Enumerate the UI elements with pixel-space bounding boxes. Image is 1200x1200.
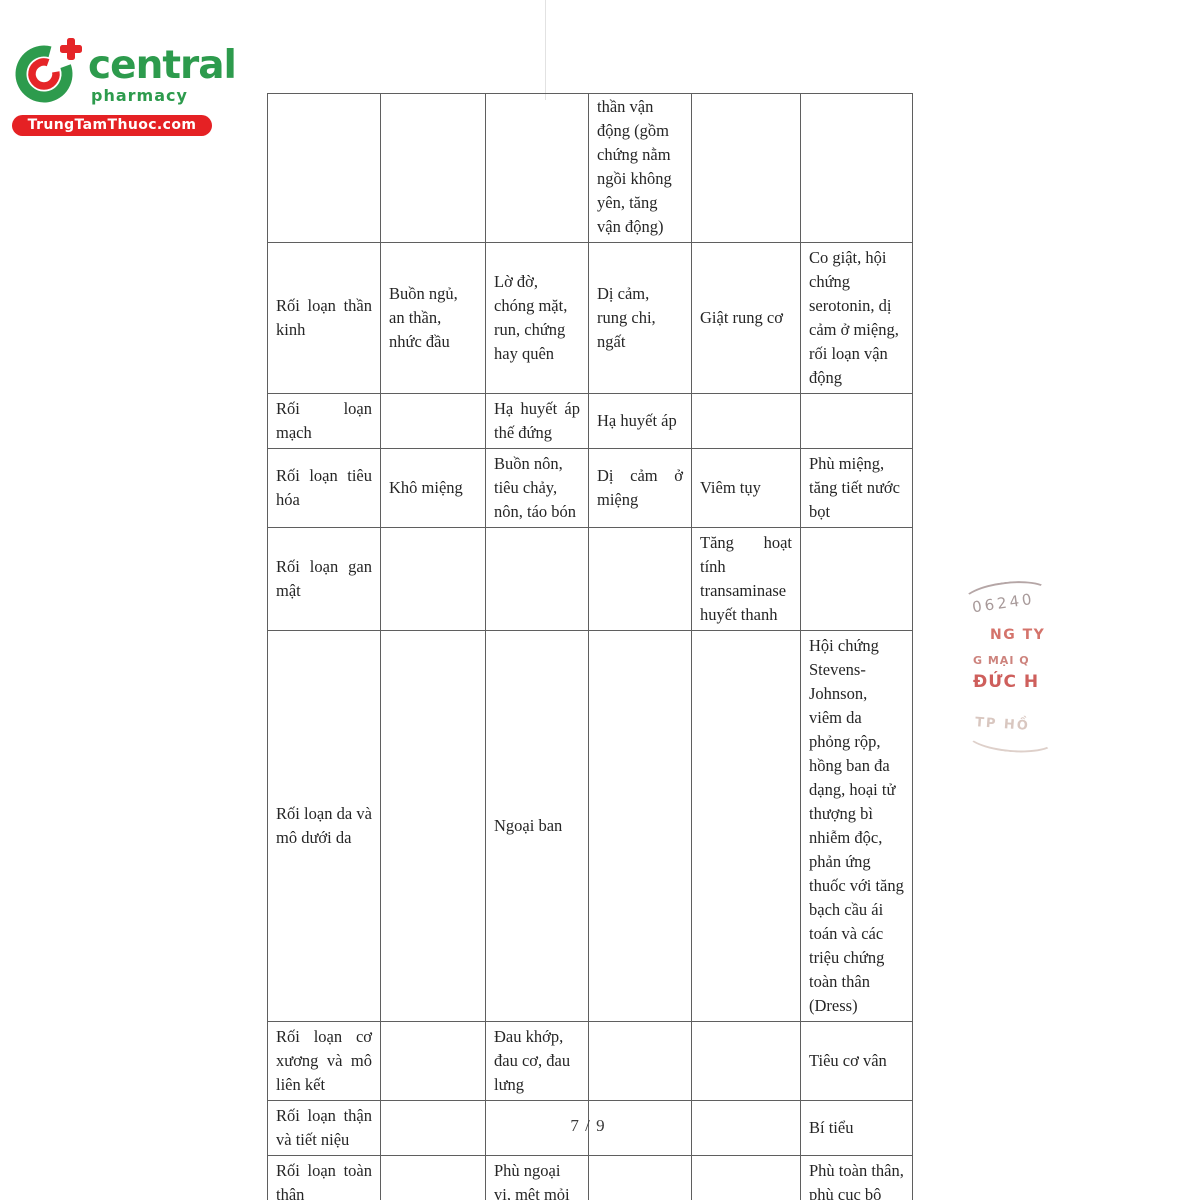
table-cell [485, 1100, 589, 1156]
adverse-reactions-table: thần vận động (gồm chứng nằm ngồi không … [267, 93, 913, 1200]
table-cell: Bí tiểu [800, 1100, 913, 1156]
table-cell: Dị cảm ở miệng [588, 448, 692, 528]
logo-domain-badge: TrungTamThuoc.com [12, 115, 212, 136]
table-cell: thần vận động (gồm chứng nằm ngồi không … [588, 93, 692, 243]
table-cell: Rối loạn da và mô dưới da [267, 630, 381, 1022]
table-cell [380, 527, 486, 631]
table-cell: Phù miệng, tăng tiết nước bọt [800, 448, 913, 528]
table-cell [380, 93, 486, 243]
table-cell [267, 93, 381, 243]
table-row: Rối loạn da và mô dưới da Ngoại ban Hội … [267, 630, 913, 1022]
stamp-arc [964, 718, 1058, 756]
table-cell [691, 1021, 801, 1101]
table-cell: Co giật, hội chứng serotonin, dị cảm ở m… [800, 242, 913, 394]
logo-mark-icon [15, 38, 82, 103]
paper-fold-line [545, 0, 546, 100]
table-cell: Tăng hoạt tính transaminase huyết thanh [691, 527, 801, 631]
logo-brand-subtext: pharmacy [91, 86, 188, 105]
table-cell [485, 93, 589, 243]
table-cell: Khô miệng [380, 448, 486, 528]
table-cell [588, 630, 692, 1022]
table-cell [588, 1100, 692, 1156]
table-cell: Viêm tụy [691, 448, 801, 528]
table-cell: Hội chứng Stevens-Johnson, viêm da phỏng… [800, 630, 913, 1022]
table-cell: Giật rung cơ [691, 242, 801, 394]
table-cell: Phù toàn thân, phù cục bộ [800, 1155, 913, 1200]
table-cell: Rối loạn mạch [267, 393, 381, 449]
table-cell: Ngoại ban [485, 630, 589, 1022]
table-cell: Tiêu cơ vân [800, 1021, 913, 1101]
table-cell: Dị cảm, rung chi, ngất [588, 242, 692, 394]
table-cell: Đau khớp, đau cơ, đau lưng [485, 1021, 589, 1101]
table-row: Rối loạn toàn thân Phù ngoại vi, mệt mỏi… [267, 1155, 913, 1200]
table-cell: Hạ huyết áp [588, 393, 692, 449]
table-cell [800, 527, 913, 631]
table-row: Rối loạn mạch Hạ huyết áp thế đứng Hạ hu… [267, 393, 913, 449]
table-row: Rối loạn tiêu hóa Khô miệng Buồn nôn, ti… [267, 448, 913, 528]
table-cell: Phù ngoại vi, mệt mỏi [485, 1155, 589, 1200]
table-cell: Hạ huyết áp thế đứng [485, 393, 589, 449]
table-cell [800, 93, 913, 243]
table-cell [588, 527, 692, 631]
table-row: Rối loạn gan mật Tăng hoạt tính transami… [267, 527, 913, 631]
table-cell: Rối loạn cơ xương và mô liên kết [267, 1021, 381, 1101]
central-pharmacy-logo: central pharmacy TrungTamThuoc.com [12, 30, 237, 140]
table-cell [691, 630, 801, 1022]
table-cell [380, 1021, 486, 1101]
table-cell [380, 630, 486, 1022]
table-row: Rối loạn cơ xương và mô liên kết Đau khớ… [267, 1021, 913, 1101]
table-cell: Rối loạn toàn thân [267, 1155, 381, 1200]
stamp-text: G MẠI Q [973, 654, 1030, 667]
table-cell: Rối loạn gan mật [267, 527, 381, 631]
table-cell: Buồn nôn, tiêu chảy, nôn, táo bón [485, 448, 589, 528]
table-cell: Rối loạn thận và tiết niệu [267, 1100, 381, 1156]
logo-brand-text: central [88, 43, 237, 88]
table-cell [380, 1100, 486, 1156]
table-cell: Rối loạn thần kinh [267, 242, 381, 394]
table-cell [691, 1100, 801, 1156]
table-cell [380, 393, 486, 449]
table-row: Rối loạn thần kinh Buồn ngủ, an thần, nh… [267, 242, 913, 394]
table-cell [691, 93, 801, 243]
table-cell [800, 393, 913, 449]
table-cell [485, 527, 589, 631]
stamp-text: ĐỨC H [973, 672, 1040, 692]
table-cell [588, 1021, 692, 1101]
table-cell: Rối loạn tiêu hóa [267, 448, 381, 528]
table-row: thần vận động (gồm chứng nằm ngồi không … [267, 93, 913, 243]
table-row: Rối loạn thận và tiết niệu Bí tiểu [267, 1100, 913, 1156]
adverse-reactions-table-wrap: thần vận động (gồm chứng nằm ngồi không … [267, 93, 913, 1200]
table-cell [691, 1155, 801, 1200]
table-cell: Buồn ngủ, an thần, nhức đầu [380, 242, 486, 394]
stamp-text: NG TY [990, 627, 1046, 643]
page-number: 7 / 9 [570, 1116, 606, 1135]
company-stamp: 06240 NG TY G MẠI Q ĐỨC H TP HỒ [930, 576, 1090, 756]
table-cell: Lờ đờ, chóng mặt, run, chứng hay quên [485, 242, 589, 394]
table-cell [691, 393, 801, 449]
table-cell [380, 1155, 486, 1200]
table-cell [588, 1155, 692, 1200]
